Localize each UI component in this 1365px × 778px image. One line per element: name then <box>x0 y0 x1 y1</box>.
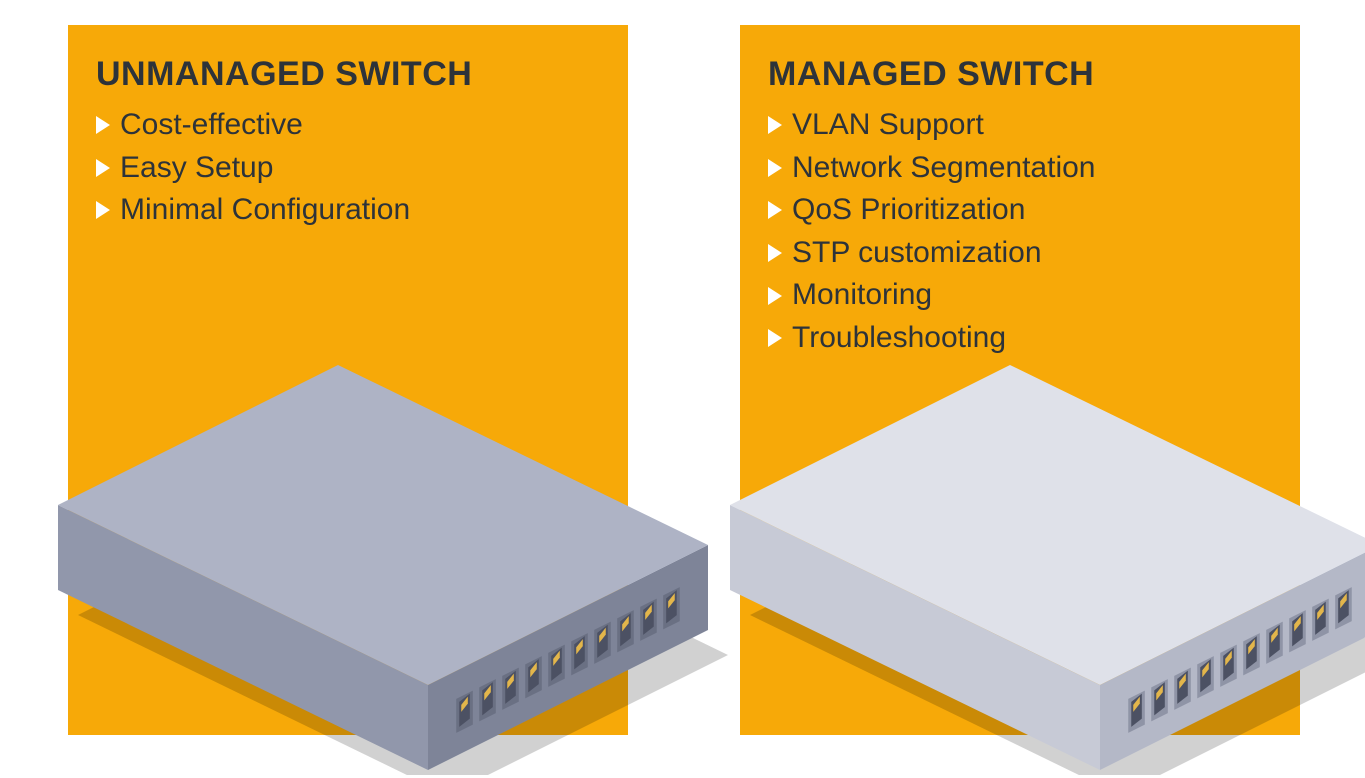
chevron-icon <box>768 329 782 347</box>
bullet-item: QoS Prioritization <box>768 189 1270 232</box>
unmanaged-title: UNMANAGED SWITCH <box>96 55 598 94</box>
bullet-item: STP customization <box>768 232 1270 275</box>
bullet-text: VLAN Support <box>792 104 984 147</box>
bullet-text: Troubleshooting <box>792 317 1006 360</box>
chevron-icon <box>768 159 782 177</box>
chevron-icon <box>768 244 782 262</box>
bullet-text: Easy Setup <box>120 147 273 190</box>
unmanaged-panel: UNMANAGED SWITCH Cost-effectiveEasy Setu… <box>68 25 628 735</box>
managed-panel: MANAGED SWITCH VLAN SupportNetwork Segme… <box>740 25 1300 735</box>
bullet-item: Cost-effective <box>96 104 598 147</box>
bullet-item: VLAN Support <box>768 104 1270 147</box>
bullet-item: Troubleshooting <box>768 317 1270 360</box>
bullet-item: Minimal Configuration <box>96 189 598 232</box>
chevron-icon <box>96 201 110 219</box>
bullet-item: Easy Setup <box>96 147 598 190</box>
unmanaged-switch-icon <box>8 355 728 775</box>
bullet-text: Monitoring <box>792 274 932 317</box>
bullet-item: Network Segmentation <box>768 147 1270 190</box>
bullet-text: Network Segmentation <box>792 147 1096 190</box>
chevron-icon <box>96 159 110 177</box>
managed-title: MANAGED SWITCH <box>768 55 1270 94</box>
chevron-icon <box>768 287 782 305</box>
unmanaged-bullets: Cost-effectiveEasy SetupMinimal Configur… <box>96 104 598 232</box>
bullet-text: STP customization <box>792 232 1042 275</box>
chevron-icon <box>768 201 782 219</box>
chevron-icon <box>768 116 782 134</box>
bullet-text: QoS Prioritization <box>792 189 1025 232</box>
bullet-text: Cost-effective <box>120 104 303 147</box>
bullet-item: Monitoring <box>768 274 1270 317</box>
managed-switch-icon <box>680 355 1365 775</box>
bullet-text: Minimal Configuration <box>120 189 410 232</box>
managed-bullets: VLAN SupportNetwork SegmentationQoS Prio… <box>768 104 1270 360</box>
chevron-icon <box>96 116 110 134</box>
